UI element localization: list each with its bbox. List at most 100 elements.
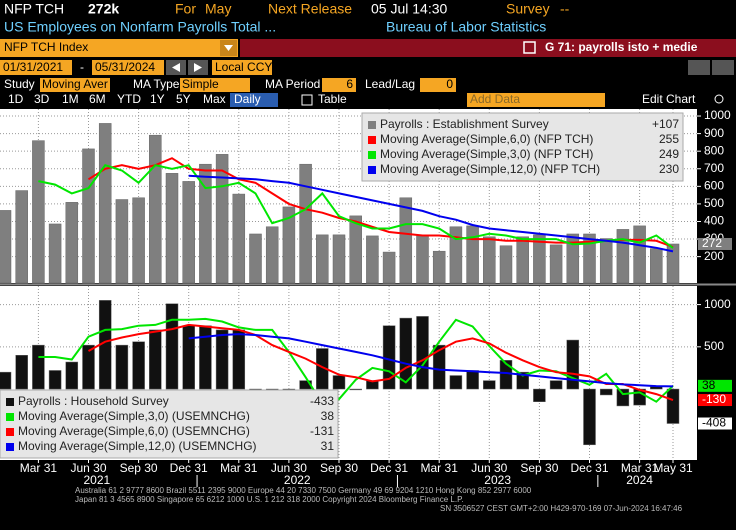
- y-axis-strip: [697, 286, 736, 460]
- bar: [15, 355, 28, 390]
- chart-name-bar: [240, 39, 736, 57]
- legend-label: Moving Average(Simple,12,0) (USEMNCHG): [18, 439, 257, 453]
- ma-line: [188, 174, 674, 253]
- bar: [0, 371, 12, 390]
- security-box[interactable]: [0, 39, 238, 57]
- period-button[interactable]: 1D: [8, 92, 24, 106]
- bar: [516, 236, 529, 284]
- bar: [165, 173, 179, 284]
- period-button[interactable]: 1M: [62, 92, 79, 106]
- bar: [215, 329, 229, 390]
- legend-value: +107: [652, 117, 679, 131]
- bar: [299, 163, 312, 284]
- expand-button[interactable]: [712, 60, 734, 75]
- next-icon: [194, 63, 202, 72]
- bar: [483, 380, 496, 390]
- bar: [149, 134, 162, 284]
- date-separator: -: [80, 60, 84, 74]
- currency-box[interactable]: [212, 60, 272, 75]
- y-tick-label: 1000: [704, 108, 731, 122]
- legend-box: [361, 112, 684, 182]
- bar: [666, 243, 680, 284]
- bar: [332, 375, 346, 390]
- period-button[interactable]: Max: [203, 92, 226, 106]
- bar: [65, 361, 79, 390]
- last-value: 272k: [88, 1, 119, 17]
- bar: [533, 234, 546, 284]
- period-button[interactable]: 1Y: [150, 92, 165, 106]
- period-button[interactable]: YTD: [117, 92, 141, 106]
- bar: [82, 148, 95, 284]
- x-tick-label: Dec 31: [370, 461, 408, 475]
- study-box[interactable]: [40, 78, 110, 92]
- add-data-box[interactable]: [467, 93, 605, 107]
- x-tick-label: Mar 31: [421, 461, 459, 475]
- bar: [399, 197, 413, 284]
- bar: [599, 238, 613, 284]
- bar: [416, 235, 429, 284]
- survey-label: Survey: [506, 1, 550, 17]
- bar: [65, 202, 79, 284]
- legend-box: [0, 389, 339, 459]
- frequency-box[interactable]: [230, 93, 278, 107]
- x-tick-label: Jun 30: [471, 461, 507, 475]
- value-badge: [698, 379, 732, 392]
- legend-value: -433: [310, 394, 334, 408]
- ma-line: [38, 317, 674, 405]
- bar: [165, 303, 179, 390]
- y-tick-label: 1000: [704, 297, 731, 311]
- bar: [583, 233, 596, 284]
- ma-period-box[interactable]: [322, 78, 356, 92]
- bar: [132, 341, 145, 390]
- add-data: Add Data: [470, 92, 520, 106]
- edit-chart[interactable]: Edit Chart: [642, 92, 696, 106]
- legend-value: -131: [310, 424, 334, 438]
- bar: [583, 388, 596, 446]
- chart-name: G 71: payrolls isto + medie: [545, 40, 698, 54]
- zoom-icon[interactable]: [714, 94, 724, 104]
- bar: [432, 250, 446, 284]
- bar: [366, 235, 379, 284]
- legend-swatch: [6, 443, 14, 451]
- bar: [466, 225, 479, 284]
- bar: [98, 123, 112, 284]
- bar: [349, 215, 362, 284]
- period-button[interactable]: 3D: [34, 92, 50, 106]
- y-tick-label: 900: [704, 126, 724, 140]
- x-year-label: 2024: [626, 473, 653, 487]
- period-button[interactable]: 6M: [89, 92, 106, 106]
- y-tick-label: 400: [704, 214, 724, 228]
- lead-lag-box[interactable]: [420, 78, 456, 92]
- bar: [182, 181, 195, 284]
- end-date-box[interactable]: [92, 60, 164, 75]
- bar: [115, 199, 129, 284]
- ma-type: Simple: [182, 77, 219, 91]
- dropdown-icon: [224, 45, 233, 51]
- legend-swatch: [368, 136, 376, 144]
- bar: [115, 344, 129, 390]
- y-tick-label: 800: [704, 143, 724, 157]
- x-tick-label: May 31: [653, 461, 693, 475]
- footer-line: Japan 81 3 4565 8900 Singapore 65 6212 1…: [75, 495, 464, 504]
- x-tick-label: Jun 30: [70, 461, 106, 475]
- source: Bureau of Labor Statistics: [386, 19, 546, 35]
- x-year-label: 2022: [284, 473, 311, 487]
- bar: [349, 388, 362, 391]
- legend-value: 249: [659, 147, 679, 161]
- table-button[interactable]: Table: [318, 92, 347, 106]
- x-axis-strip: [0, 460, 736, 487]
- legend-swatch: [368, 121, 376, 129]
- bar: [549, 380, 563, 390]
- legend-value: 255: [659, 132, 679, 146]
- start-date-box[interactable]: [0, 60, 72, 75]
- value-badge: [698, 394, 732, 407]
- undo-button[interactable]: [688, 60, 710, 75]
- period-button[interactable]: 5Y: [176, 92, 191, 106]
- bar: [232, 193, 246, 284]
- legend-label: Moving Average(Simple,6,0) (NFP TCH): [380, 132, 593, 146]
- legend-value: 38: [321, 409, 335, 423]
- ma-type-box[interactable]: [180, 78, 250, 92]
- bar: [666, 388, 680, 424]
- value-badge-label: -130: [702, 392, 726, 406]
